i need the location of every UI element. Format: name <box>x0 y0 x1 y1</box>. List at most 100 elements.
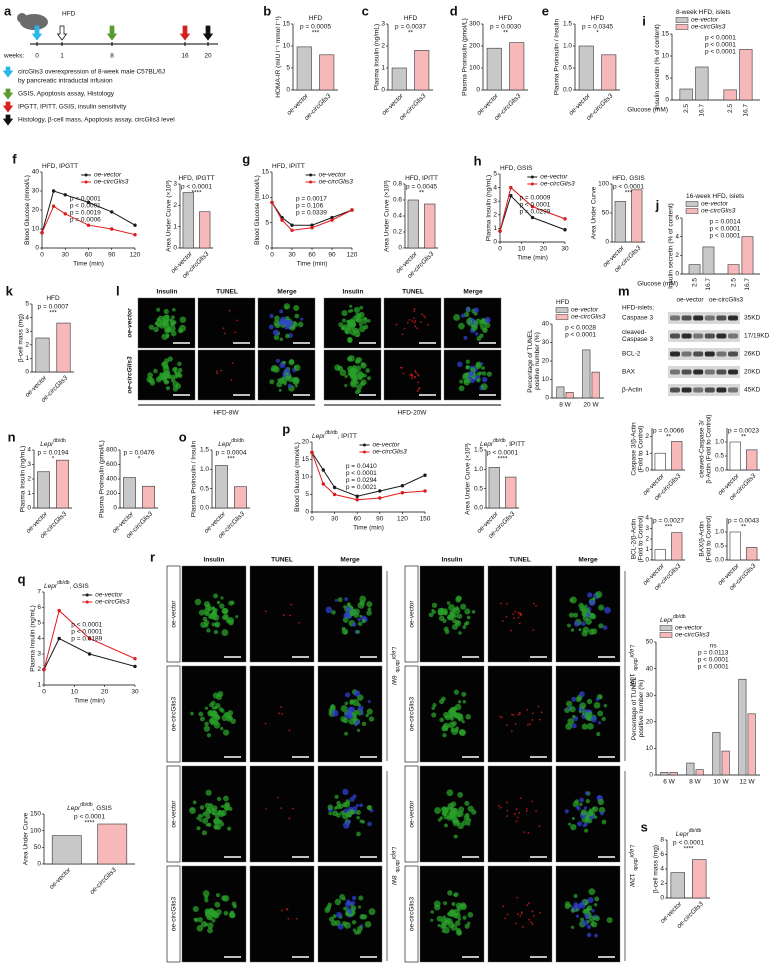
cell <box>350 320 355 326</box>
y-tick-label: 2 <box>645 536 649 543</box>
legend-swatch <box>555 307 569 313</box>
x-tick-label: 0 <box>42 689 46 696</box>
band <box>693 351 704 357</box>
week-label: 0 <box>35 53 39 60</box>
annotation: p = 0.0113 <box>698 650 729 657</box>
annotation: p < 0.0001 <box>709 226 740 233</box>
y-tick-label: 0 <box>113 505 117 512</box>
row-label: oe-circGlis3 <box>127 356 134 394</box>
title-main: 16-week HFD, islets <box>686 193 745 200</box>
cell <box>350 380 358 388</box>
cell <box>179 329 184 333</box>
cell <box>211 706 216 710</box>
cell <box>588 599 596 607</box>
bar <box>215 465 228 509</box>
cell <box>356 630 360 634</box>
y-tick-label: 4 <box>37 635 41 642</box>
y-tick-label: 30 <box>542 339 550 346</box>
legend-label: oe-circGlis3 <box>675 632 710 639</box>
bar <box>51 835 82 865</box>
y-tick-label: 4 <box>675 233 679 240</box>
cell <box>351 327 356 332</box>
row-box <box>404 665 419 763</box>
cell <box>502 905 505 908</box>
cell <box>153 326 159 333</box>
cell <box>205 789 212 796</box>
cell <box>200 716 205 722</box>
cell <box>468 319 473 324</box>
cell <box>430 910 435 914</box>
cell <box>224 801 230 808</box>
cell <box>231 901 237 907</box>
y-tick-label: 1.0 <box>474 466 483 473</box>
y-axis-label: Caspase 3/β-Actin <box>630 422 637 476</box>
week-label: 8 <box>110 53 114 60</box>
annotation: p = 0.0017 <box>296 195 327 202</box>
cell <box>457 361 463 368</box>
cell <box>198 711 204 717</box>
cell <box>451 902 456 906</box>
x-tick-label: 30 <box>288 252 296 259</box>
title-main: HFD, IPITT <box>272 163 305 170</box>
cell <box>458 729 466 736</box>
cell <box>530 921 533 924</box>
x-axis-label: Glucose (mM) <box>627 107 668 114</box>
cell <box>170 374 176 380</box>
cell <box>272 329 280 336</box>
title-main: Lepr <box>40 441 54 448</box>
cell <box>519 713 521 715</box>
legend-label: oe-circGlis3 <box>372 449 407 456</box>
cell <box>514 922 517 925</box>
panel-label: q <box>18 571 26 586</box>
cell <box>511 713 513 716</box>
cell <box>580 917 585 922</box>
cell <box>531 719 534 721</box>
y-tick-label: 0 <box>476 87 480 94</box>
column-header: Insulin <box>157 289 178 296</box>
cell <box>360 379 367 386</box>
band <box>716 369 727 375</box>
point <box>321 468 325 472</box>
cell <box>273 366 280 373</box>
cell <box>204 898 209 903</box>
cell <box>468 370 475 377</box>
cell <box>333 806 338 810</box>
cell <box>353 330 361 338</box>
annotation: p < 0.0001 <box>565 332 596 339</box>
cell <box>338 322 344 328</box>
cell <box>518 812 521 814</box>
y-tick-label: 5 <box>37 620 41 627</box>
cell <box>358 311 365 318</box>
chart-title: HFD <box>499 15 513 22</box>
cell <box>268 324 274 330</box>
cell <box>475 362 482 370</box>
point <box>63 212 67 216</box>
cell <box>457 810 464 818</box>
cell <box>439 717 445 723</box>
cell <box>274 315 280 322</box>
cell <box>514 610 517 613</box>
title-main: HFD, IPGTT <box>178 175 214 182</box>
cell <box>473 307 480 314</box>
y-tick-label: 0.2 <box>393 229 402 236</box>
cell <box>339 369 347 376</box>
cell <box>465 306 470 312</box>
cell <box>352 622 357 627</box>
y-tick-label: 1 <box>37 682 41 689</box>
cell <box>457 700 462 704</box>
cell <box>581 920 588 927</box>
cell <box>354 930 359 935</box>
cell <box>206 914 212 921</box>
y-axis-label: Blood Glucose (mmol/L) <box>294 442 301 512</box>
y-axis-label: Area Under Curve <box>591 186 598 239</box>
blot <box>668 312 740 324</box>
cell <box>466 615 471 620</box>
title-sup: db/db <box>325 430 338 436</box>
row-label: oe-vector <box>409 800 416 828</box>
cell <box>504 917 507 920</box>
x-tick-label: 16.7 <box>744 278 751 291</box>
bar <box>721 750 730 776</box>
title-sup: db/db <box>493 438 506 444</box>
cell <box>464 608 471 615</box>
annotation: p < 0.0001 <box>698 657 729 664</box>
